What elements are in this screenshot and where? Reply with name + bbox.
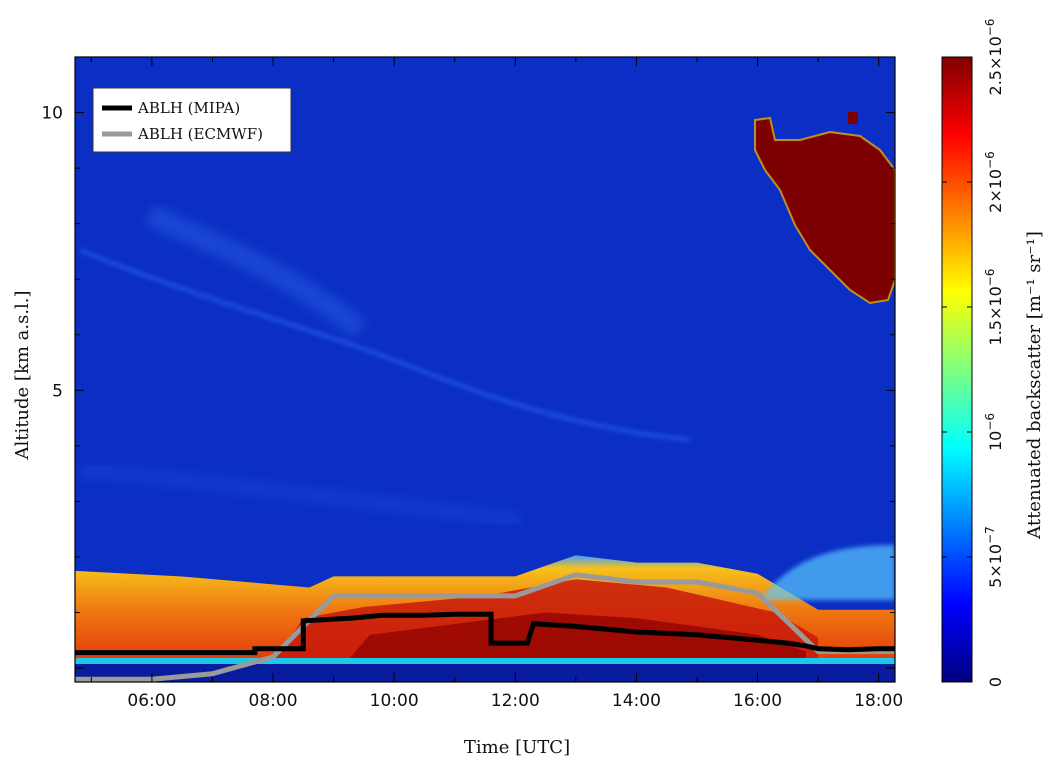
colorbar-ramp (941, 56, 973, 683)
y-tick-label: 5 (52, 381, 63, 401)
x-tick-label: 12:00 (491, 691, 540, 711)
x-tick-label: 10:00 (370, 691, 419, 711)
series-line-ablh-mipa (75, 611, 895, 656)
y-axis: 5 10 (41, 56, 895, 669)
plot-frame (74, 56, 896, 683)
faint-aerosol-layer (145, 204, 368, 339)
colorbar-tick-text: 10−6 (983, 413, 1005, 451)
colorbar-tick-mantissa: 1.5×10 (986, 286, 1005, 345)
legend-label-ablh-ecmwf: ABLH (ECMWF) (137, 125, 263, 143)
ground-level (75, 664, 895, 682)
boundary-layer-dense-core (345, 612, 806, 663)
colorbar: 05×10−710−61.5×10−62×10−62.5×10−6 Attenu… (941, 19, 1045, 687)
boundary-layer-top-afternoon (760, 545, 895, 600)
x-axis-title: Time [UTC] (464, 737, 570, 758)
colorbar-ticks: 05×10−710−61.5×10−62×10−62.5×10−6 (942, 19, 1005, 687)
colorbar-tick-mantissa: 2×10 (986, 169, 1005, 213)
y-tick-label: 10 (41, 104, 63, 124)
colorbar-tick-label: 2.5×10−6 (983, 19, 1005, 96)
x-tick-label: 18:00 (854, 691, 903, 711)
x-tick-label: 06:00 (127, 691, 176, 711)
surface-band (75, 658, 895, 664)
faint-aerosol-layer (79, 464, 521, 526)
colorbar-tick-text: 0 (986, 677, 1005, 687)
cirrus-cloud (755, 118, 895, 303)
colorbar-tick-exponent: −7 (983, 526, 997, 544)
colorbar-tick-label: 5×10−7 (983, 526, 1005, 588)
colorbar-tick-label: 0 (986, 677, 1005, 687)
colorbar-tick-label: 10−6 (983, 413, 1005, 451)
colorbar-tick-text: 2.5×10−6 (983, 19, 1005, 96)
y-axis-title: Altitude [km a.s.l.] (12, 290, 33, 460)
colorbar-tick-mantissa: 2.5×10 (986, 36, 1005, 95)
colorbar-title: Attenuated backscatter [m⁻¹ sr⁻¹] (1024, 231, 1045, 540)
colorbar-tick-label: 2×10−6 (983, 151, 1005, 213)
cirrus-cloud-fragment (848, 112, 858, 124)
series-lines (75, 572, 895, 682)
cirrus-cloud-edge (754, 116, 895, 305)
colorbar-tick-mantissa: 10 (986, 431, 1005, 451)
colorbar-tick-exponent: −6 (983, 151, 997, 169)
series-line-ablh-ecmwf (75, 572, 895, 682)
colorbar-tick-exponent: −6 (983, 269, 997, 287)
colorbar-tick-exponent: −6 (983, 19, 997, 37)
colorbar-tick-label: 1.5×10−6 (983, 269, 1005, 346)
colorbar-tick-text: 5×10−7 (983, 526, 1005, 588)
colorbar-tick-text: 2×10−6 (983, 151, 1005, 213)
colorbar-tick-text: 1.5×10−6 (983, 269, 1005, 346)
x-tick-label: 08:00 (249, 691, 298, 711)
colorbar-tick-mantissa: 5×10 (986, 544, 1005, 588)
x-axis: 06:00 08:00 10:00 12:00 14:00 16:00 18:00 (90, 57, 903, 711)
x-tick-label: 14:00 (612, 691, 661, 711)
x-tick-label: 16:00 (733, 691, 782, 711)
faint-aerosol-layer (79, 248, 691, 442)
legend: ABLH (MIPA) ABLH (ECMWF) (92, 87, 292, 153)
legend-label-ablh-mipa: ABLH (MIPA) (137, 99, 240, 117)
colorbar-tick-exponent: −6 (983, 413, 997, 431)
legend-box (92, 87, 292, 153)
